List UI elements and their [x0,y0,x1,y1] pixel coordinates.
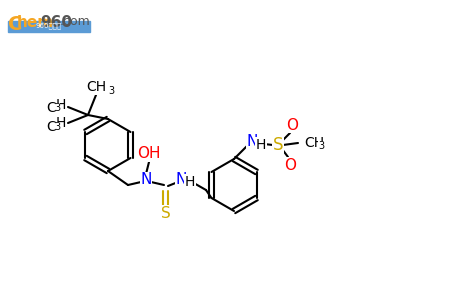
Text: 960: 960 [40,15,72,30]
Text: O: O [286,117,298,132]
Text: 3: 3 [318,141,324,151]
Text: 3: 3 [54,122,60,132]
Text: S: S [161,205,171,221]
Text: S: S [273,136,283,154]
Text: OH: OH [137,146,161,161]
Text: H: H [256,138,266,152]
Text: CH: CH [86,80,106,94]
Text: C: C [46,120,56,134]
Text: C: C [46,101,56,115]
Text: hem: hem [17,15,54,30]
Text: N: N [246,134,258,149]
Text: 3: 3 [54,103,60,113]
Text: H: H [55,98,66,112]
Text: .com: .com [60,15,91,28]
Bar [8,21,90,32]
Text: H: H [55,116,66,130]
Text: N: N [175,171,187,187]
Text: H: H [185,175,195,189]
Text: 960化工网: 960化工网 [36,23,62,29]
Text: N: N [140,173,152,188]
Text: 3: 3 [108,86,114,96]
Text: O: O [284,158,296,173]
Text: CH: CH [304,136,324,150]
Text: C: C [8,15,22,34]
